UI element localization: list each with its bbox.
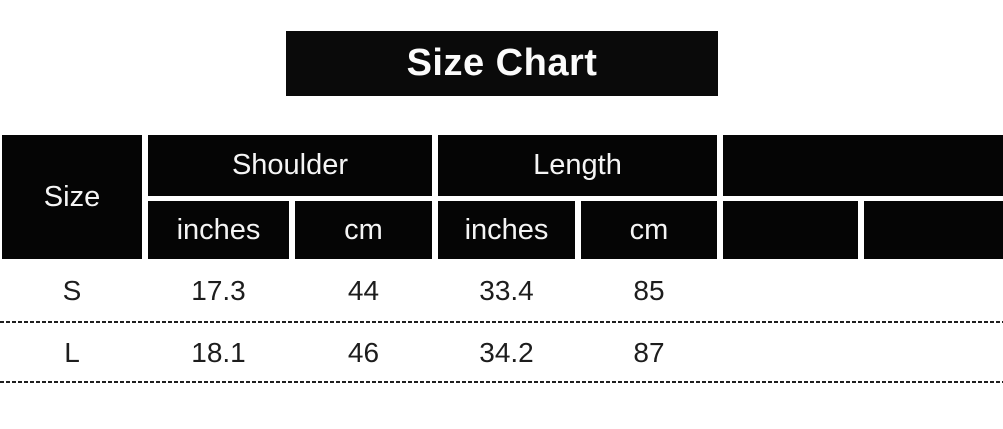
unit-header-blank-2 <box>864 201 1003 259</box>
row-s-shoulder-inches: 17.3 <box>191 274 246 306</box>
row-l-length-inches: 34.2 <box>479 336 534 368</box>
row-s-length-cm: 85 <box>633 274 665 306</box>
header-cell-size: Size <box>2 135 142 259</box>
row-separator-1 <box>0 321 1003 323</box>
row-s-size-label: S <box>62 274 82 306</box>
group-header-blank <box>723 135 1003 196</box>
table-row-l: L 18.1 46 34.2 87 <box>2 324 1003 381</box>
group-header-shoulder: Shoulder <box>148 135 432 196</box>
row-s-length-inches: 33.4 <box>479 274 534 306</box>
row-separator-2 <box>0 381 1003 383</box>
page-title: Size Chart <box>406 42 598 84</box>
row-s-shoulder-cm: 44 <box>347 274 380 306</box>
row-l-shoulder-inches: 18.1 <box>191 336 246 368</box>
unit-header-length-inches: inches <box>438 201 575 259</box>
row-l-size-label: L <box>64 336 80 368</box>
unit-header-shoulder-cm: cm <box>295 201 432 259</box>
row-l-blank-1 <box>723 324 858 381</box>
group-header-length: Length <box>438 135 717 196</box>
table-header: Size Shoulder Length inches cm inches cm <box>2 135 1003 259</box>
unit-header-shoulder-inches: inches <box>148 201 289 259</box>
table-row-s: S 17.3 44 33.4 85 <box>2 259 1003 322</box>
row-s-blank-1 <box>723 259 858 322</box>
title-bar: Size Chart <box>286 31 718 96</box>
unit-header-blank-1 <box>723 201 858 259</box>
unit-header-length-cm: cm <box>581 201 717 259</box>
row-l-length-cm: 87 <box>633 336 665 368</box>
row-l-shoulder-cm: 46 <box>347 336 380 368</box>
row-s-blank-2 <box>864 259 1003 322</box>
row-l-blank-2 <box>864 324 1003 381</box>
